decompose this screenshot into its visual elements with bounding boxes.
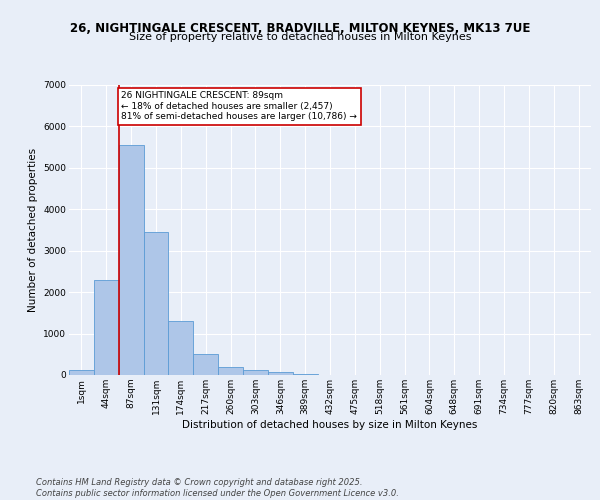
Bar (193, 354, 218, 375)
Bar (119, 145, 143, 375)
Text: Size of property relative to detached houses in Milton Keynes: Size of property relative to detached ho… (129, 32, 471, 42)
Bar (169, 321, 193, 375)
Bar (143, 232, 169, 375)
Bar (69, 370, 94, 375)
Bar (293, 374, 317, 375)
X-axis label: Distribution of detached houses by size in Milton Keynes: Distribution of detached houses by size … (182, 420, 478, 430)
Bar (218, 366, 243, 375)
Bar (268, 372, 293, 375)
Y-axis label: Number of detached properties: Number of detached properties (28, 148, 38, 312)
Bar (243, 370, 268, 375)
Text: 26, NIGHTINGALE CRESCENT, BRADVILLE, MILTON KEYNES, MK13 7UE: 26, NIGHTINGALE CRESCENT, BRADVILLE, MIL… (70, 22, 530, 36)
Text: 26 NIGHTINGALE CRESCENT: 89sqm
← 18% of detached houses are smaller (2,457)
81% : 26 NIGHTINGALE CRESCENT: 89sqm ← 18% of … (121, 91, 357, 121)
Bar (94, 280, 119, 375)
Text: Contains HM Land Registry data © Crown copyright and database right 2025.
Contai: Contains HM Land Registry data © Crown c… (36, 478, 399, 498)
